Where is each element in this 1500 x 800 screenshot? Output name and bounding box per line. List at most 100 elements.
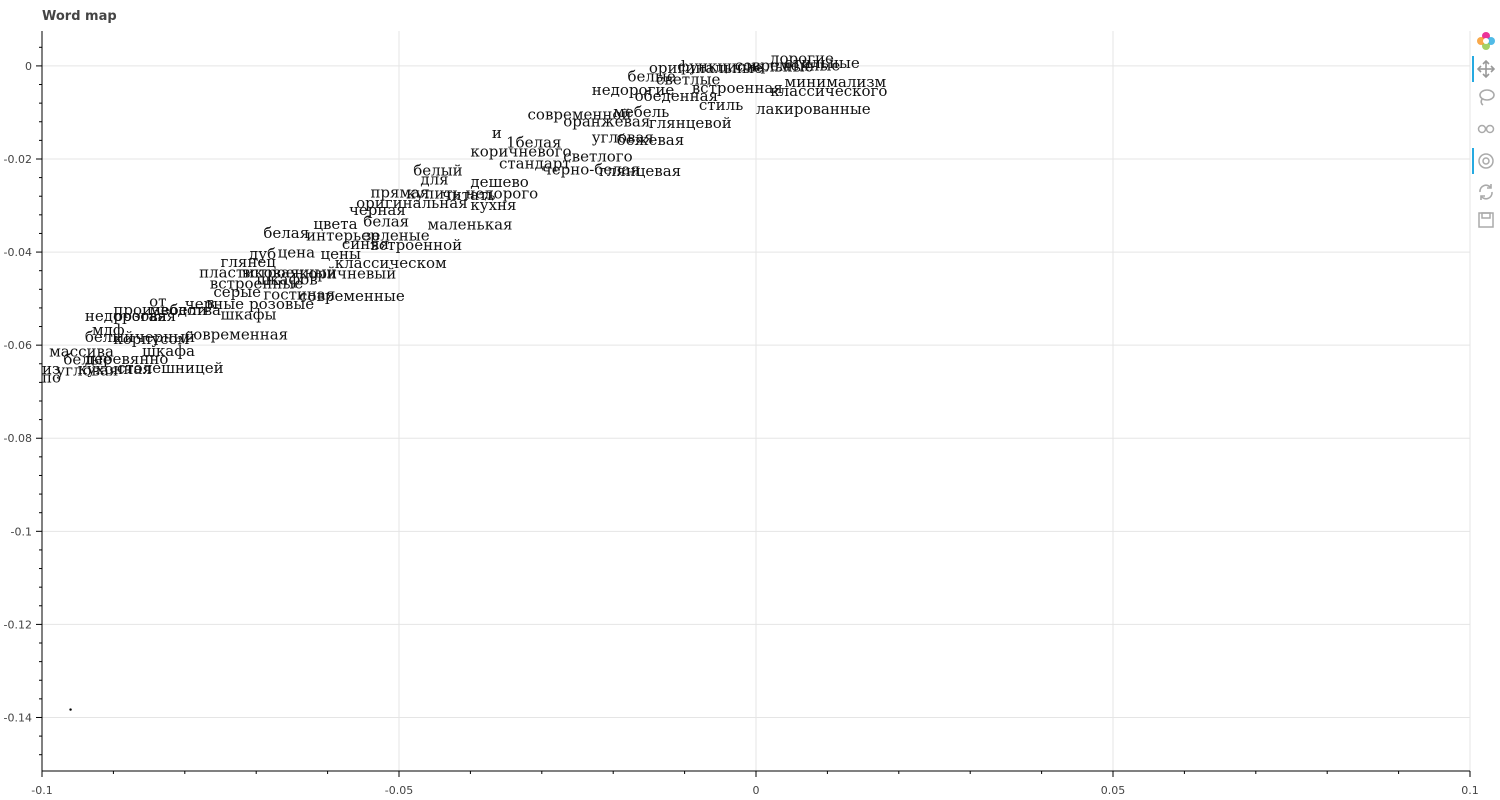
word-label: белый: [413, 161, 462, 179]
word-label: мебель: [613, 103, 669, 121]
axes: -0.1 -0.05 0 0.05 0.1 0 -0.02 -0.04 -0.06 -0.08 -0…: [4, 31, 1479, 797]
word-label: оригинальные: [649, 59, 763, 77]
x-tick-label: -0.1: [31, 784, 52, 797]
word-label: оригинальная: [356, 194, 468, 212]
word-label: стильные: [785, 54, 860, 72]
word-label: корпусом: [113, 330, 189, 348]
word-label: черные: [185, 295, 244, 313]
y-tick-label: -0.04: [4, 246, 32, 259]
save-icon[interactable]: [1472, 207, 1500, 233]
word-label: по: [42, 368, 61, 386]
word-label: розовая: [113, 307, 176, 325]
word-label: кухонная: [78, 360, 152, 378]
word-label: оранжевая: [563, 112, 650, 130]
word-labels: дорогиестильныесовременныефункциональные…: [42, 50, 887, 387]
word-label: встроенные: [210, 274, 304, 292]
word-label: цены: [320, 245, 361, 263]
word-label: черная: [349, 201, 406, 219]
word-label: цвета: [313, 215, 357, 233]
word-label: 1белая: [506, 133, 561, 151]
pan-tool-icon[interactable]: [1472, 56, 1500, 82]
word-label: коричневый: [299, 265, 396, 283]
word-label: дорогие: [770, 50, 834, 68]
word-label: современной: [528, 105, 632, 123]
x-tick-label: 0.1: [1461, 784, 1479, 797]
word-label: дешево: [470, 173, 528, 191]
grid-lines: [41, 31, 1471, 771]
word-label: производства: [113, 301, 221, 319]
x-tick-label: 0: [753, 784, 760, 797]
word-label: встроенной: [370, 236, 462, 254]
word-label: встроенный: [242, 264, 337, 282]
word-label: обеденная: [635, 87, 718, 105]
y-tick-label: 0: [25, 60, 32, 73]
word-label: угловая: [56, 361, 118, 379]
word-label: коричневого: [470, 143, 571, 161]
word-label: прямая: [370, 184, 429, 202]
bokeh-logo-icon[interactable]: [1472, 28, 1500, 54]
word-label: глянец: [221, 253, 277, 271]
word-label: для: [420, 171, 448, 189]
word-label: современные: [735, 57, 841, 75]
y-tick-label: -0.14: [4, 711, 32, 724]
word-label: кухня: [470, 196, 516, 214]
word-label: серые: [213, 283, 261, 301]
chart-title: Word map: [42, 9, 117, 24]
word-label: столешницей: [117, 359, 224, 377]
word-label: от: [149, 293, 166, 311]
word-label: в: [206, 294, 214, 312]
x-tick-label: 0.05: [1101, 784, 1126, 797]
y-tick-label: -0.06: [4, 339, 32, 352]
word-label: современные: [299, 287, 405, 305]
word-label: дуб: [249, 245, 276, 263]
word-label: классическом: [335, 254, 447, 272]
word-label: массива: [49, 342, 114, 360]
word-label: белая: [263, 224, 309, 242]
word-label: белая: [363, 212, 409, 230]
word-label: синяя: [342, 235, 389, 253]
word-label: минимализм: [785, 73, 887, 91]
word-label: классического: [770, 82, 887, 100]
y-tick-label: -0.1: [11, 525, 32, 538]
word-label: цена: [278, 244, 316, 262]
word-label: угловая: [592, 129, 654, 147]
wheel-zoom-icon[interactable]: [1472, 116, 1500, 142]
word-label: недорогие: [592, 81, 675, 99]
word-label: стиль: [699, 96, 743, 114]
y-tick-label: -0.02: [4, 153, 32, 166]
hover-tool-icon[interactable]: [1472, 148, 1500, 174]
word-label: мебели: [149, 301, 207, 319]
word-label: лакированные: [756, 100, 871, 118]
word-label: стандарт: [499, 154, 571, 172]
word-label: розовые: [249, 295, 314, 313]
word-label: и: [492, 124, 502, 142]
word-label: шкафы: [221, 306, 277, 324]
word-label: деревянно: [85, 350, 169, 368]
y-tick-label: -0.08: [4, 432, 32, 445]
word-label: черно-белая: [542, 160, 640, 178]
word-label: встроенная: [692, 79, 783, 97]
word-label: белый: [85, 328, 134, 346]
word-label: белые: [63, 351, 111, 369]
word-label: глянцевая: [599, 162, 681, 180]
word-label: бежевая: [617, 131, 684, 149]
x-tick-label: -0.05: [385, 784, 413, 797]
reset-icon[interactable]: [1472, 179, 1500, 205]
word-label: зеленые: [363, 226, 429, 244]
word-label: шкафов: [256, 271, 317, 289]
word-label: интерьер: [306, 226, 379, 244]
word-label: гостиная: [263, 286, 335, 304]
word-label: светлого: [563, 147, 632, 165]
word-label: маленькая: [428, 216, 513, 234]
y-tick-label: -0.12: [4, 618, 32, 631]
word-label: купить недорого: [406, 185, 538, 203]
word-label: недорогая: [85, 307, 167, 325]
word-label: белые: [627, 67, 675, 85]
word-label: функциональные: [677, 57, 813, 75]
word-label: глянцевой: [649, 114, 732, 132]
lasso-select-icon[interactable]: [1472, 84, 1500, 110]
word-label: светлые: [656, 71, 720, 89]
word-label: пластиковая: [199, 264, 299, 282]
word-label: мдф: [92, 321, 125, 339]
